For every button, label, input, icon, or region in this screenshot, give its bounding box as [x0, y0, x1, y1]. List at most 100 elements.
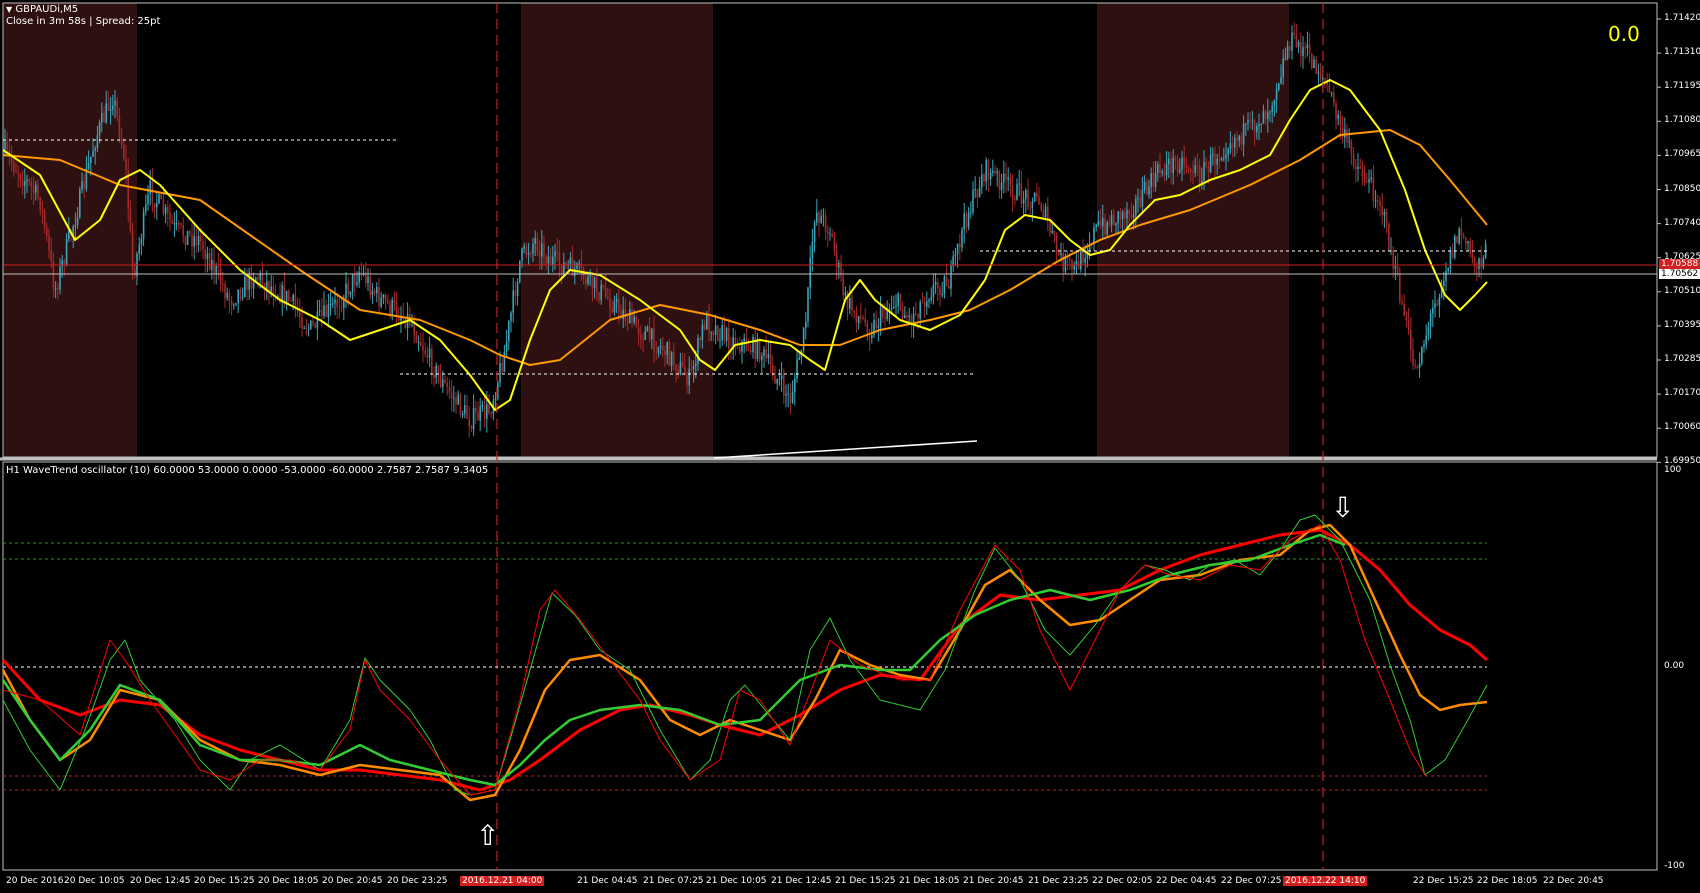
candle-body: [765, 349, 767, 359]
candle-body: [1139, 197, 1141, 207]
candle-body: [1465, 237, 1467, 244]
candle-body: [338, 306, 341, 308]
candle-body: [1066, 256, 1069, 259]
candle-body: [501, 363, 503, 373]
candle-body: [1009, 177, 1012, 187]
candle-body: [686, 375, 688, 386]
candle-body: [1124, 211, 1126, 219]
candle-body: [950, 265, 952, 289]
candle-body: [384, 294, 387, 302]
candle-body: [1462, 235, 1465, 238]
candle-body: [670, 351, 673, 366]
candle-body: [538, 250, 541, 257]
candle-body: [107, 103, 110, 111]
candle-body: [131, 231, 134, 270]
candle-body: [186, 230, 189, 246]
candle-body: [1234, 137, 1236, 148]
candle-body: [6, 141, 8, 150]
candle-body: [468, 418, 470, 427]
candle-body: [829, 233, 831, 235]
candle-body: [1073, 265, 1075, 270]
candle-body: [255, 277, 257, 283]
candle-body: [250, 272, 253, 289]
candle-body: [1119, 211, 1122, 220]
candle-body: [657, 347, 660, 353]
price-tick-label: 1.69950: [1664, 456, 1700, 467]
candle-body: [679, 362, 682, 374]
candle-body: [1458, 228, 1460, 244]
candle-body: [431, 348, 433, 375]
candle-body: [970, 212, 972, 214]
candle-body: [677, 370, 679, 374]
candle-body: [140, 238, 143, 245]
candle-body: [1403, 303, 1405, 317]
candle-body: [741, 341, 743, 352]
candle-body: [360, 272, 363, 274]
candle-body: [681, 362, 684, 367]
candle-body: [239, 289, 242, 299]
candle-body: [116, 100, 118, 116]
candle-body: [884, 317, 886, 319]
candle-body: [596, 277, 598, 293]
time-tick-label: 21 Dec 10:05: [706, 876, 767, 886]
candle-body: [618, 298, 620, 312]
candle-body: [747, 349, 750, 351]
candle-body: [1454, 236, 1456, 258]
candle-body: [325, 305, 327, 317]
candle-body: [1060, 253, 1062, 255]
candle-body: [767, 353, 770, 359]
price-pane-frame: [2, 2, 1658, 458]
candle-body: [787, 393, 789, 395]
candle-body: [1256, 126, 1258, 132]
candle-body: [1183, 157, 1185, 166]
candle-body: [1359, 166, 1361, 169]
candle-body: [1163, 171, 1166, 176]
candle-body: [442, 379, 444, 387]
candle-body: [1192, 171, 1194, 173]
candle-body: [1363, 176, 1366, 182]
candle-body: [600, 285, 602, 301]
candle-body: [101, 113, 103, 123]
candle-body: [860, 316, 862, 318]
candle-body: [1286, 46, 1289, 59]
candle-body: [888, 308, 891, 312]
candle-body: [292, 294, 294, 302]
time-tick-label: 20 Dec 20:45: [322, 876, 383, 886]
candle-body: [413, 324, 415, 336]
candle-body: [444, 379, 446, 383]
candle-body: [534, 238, 536, 244]
time-tick-label: 21 Dec 20:45: [963, 876, 1024, 886]
candle-body: [1300, 41, 1302, 57]
candle-body: [1236, 137, 1238, 141]
candle-body: [521, 248, 523, 261]
candle-body: [712, 332, 715, 335]
candle-body: [83, 181, 85, 189]
candle-body: [1190, 169, 1192, 172]
candle-body: [1165, 164, 1168, 176]
candle-body: [57, 288, 59, 290]
candle-body: [21, 180, 24, 186]
candle-body: [543, 243, 545, 257]
candle-body: [312, 320, 314, 324]
candle-body: [673, 351, 675, 365]
candle-body: [1302, 47, 1304, 57]
candle-body: [714, 325, 717, 335]
candle-body: [351, 274, 354, 292]
candle-body: [356, 282, 358, 285]
candle-body: [219, 268, 222, 285]
candle-body: [125, 158, 127, 171]
candle-body: [299, 311, 301, 318]
candle-body: [1196, 165, 1199, 167]
candle-body: [1022, 199, 1025, 204]
candle-body: [1157, 164, 1159, 173]
candle-body: [974, 189, 976, 191]
candle-body: [1146, 182, 1148, 195]
candle-body: [94, 148, 96, 152]
candle-body: [1306, 44, 1309, 49]
price-tick-label: 1.70285: [1664, 354, 1700, 364]
candle-body: [26, 179, 28, 182]
candle-body: [809, 257, 811, 288]
candle-body: [459, 394, 462, 415]
candle-body: [805, 321, 807, 328]
